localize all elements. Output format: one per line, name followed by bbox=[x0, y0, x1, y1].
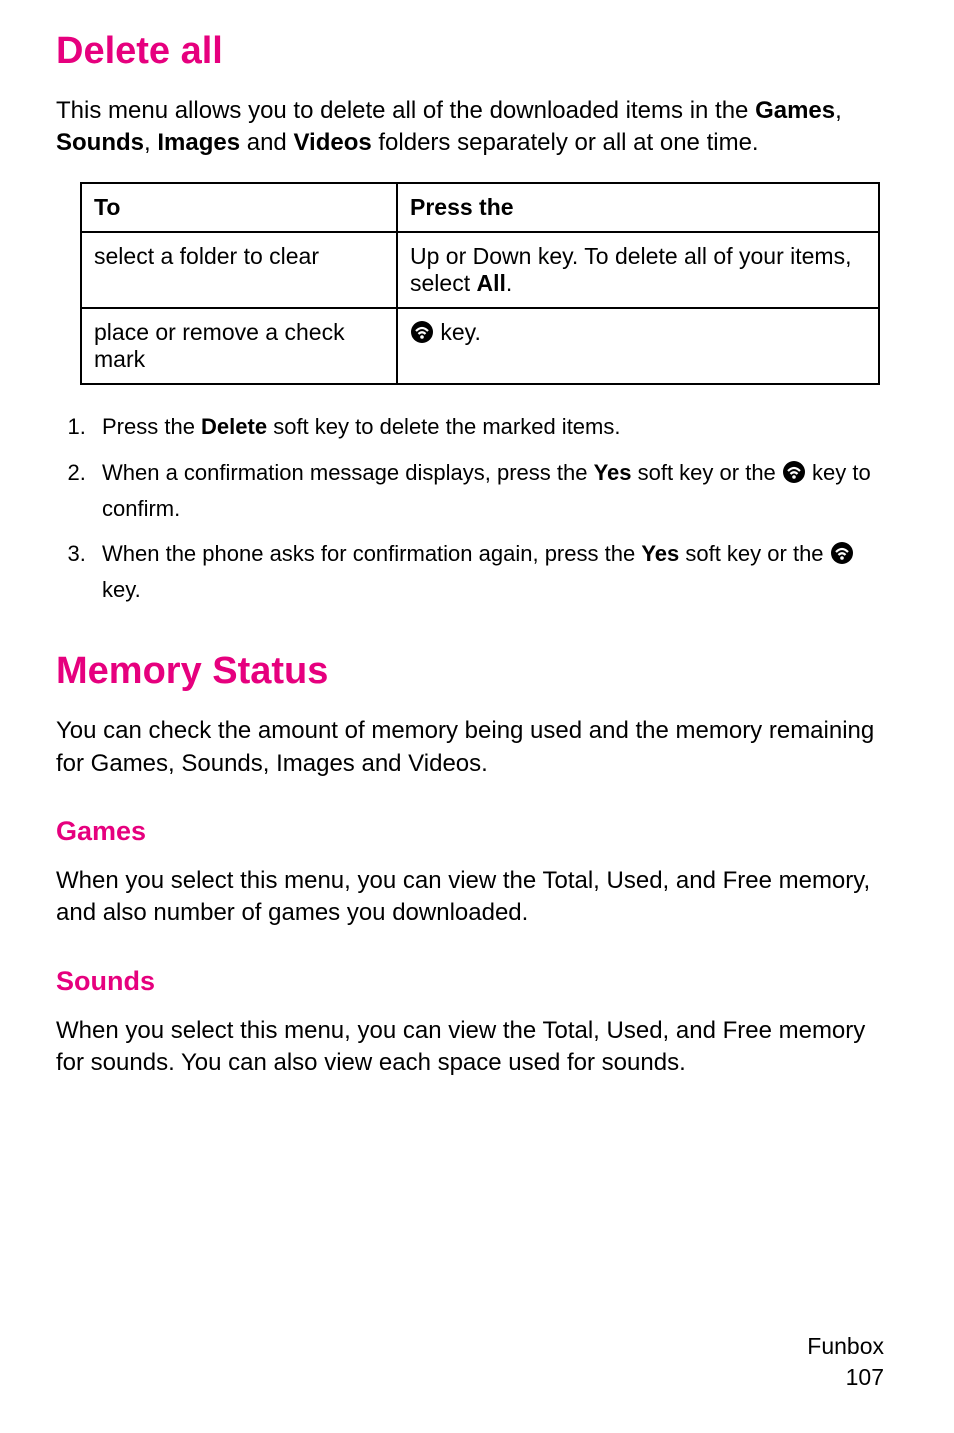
footer-section-name: Funbox bbox=[807, 1331, 884, 1362]
table-row: place or remove a check mark key. bbox=[81, 308, 879, 384]
text: Press the bbox=[102, 414, 201, 439]
text: , bbox=[835, 97, 842, 124]
text: folders separately or all at one time. bbox=[372, 129, 759, 156]
footer-page-number: 107 bbox=[807, 1362, 884, 1393]
memory-status-intro: You can check the amount of memory being… bbox=[56, 715, 898, 780]
heading-games: Games bbox=[56, 816, 898, 847]
text: , bbox=[144, 129, 157, 156]
table-header-to: To bbox=[81, 183, 397, 232]
wireless-icon bbox=[782, 460, 806, 493]
table-row: select a folder to clear Up or Down key.… bbox=[81, 232, 879, 308]
list-item: When the phone asks for confirmation aga… bbox=[92, 538, 898, 606]
text: soft key or the bbox=[679, 541, 829, 566]
text-bold: Images bbox=[157, 129, 240, 156]
table-header-press: Press the bbox=[397, 183, 879, 232]
page-footer: Funbox 107 bbox=[807, 1331, 884, 1393]
table-header-row: To Press the bbox=[81, 183, 879, 232]
text: soft key or the bbox=[632, 460, 782, 485]
heading-sounds: Sounds bbox=[56, 966, 898, 997]
text: This menu allows you to delete all of th… bbox=[56, 97, 755, 124]
table-cell-to: select a folder to clear bbox=[81, 232, 397, 308]
text: key. bbox=[434, 319, 481, 345]
text-bold: Videos bbox=[293, 129, 371, 156]
text-bold: All bbox=[476, 270, 505, 296]
delete-all-intro: This menu allows you to delete all of th… bbox=[56, 95, 898, 160]
text-bold: Delete bbox=[201, 414, 267, 439]
page: Delete all This menu allows you to delet… bbox=[0, 0, 954, 1433]
text: . bbox=[506, 270, 512, 296]
text: When the phone asks for confirmation aga… bbox=[102, 541, 641, 566]
text-bold: Yes bbox=[594, 460, 632, 485]
list-item: Press the Delete soft key to delete the … bbox=[92, 411, 898, 443]
table-cell-to: place or remove a check mark bbox=[81, 308, 397, 384]
table-cell-press: key. bbox=[397, 308, 879, 384]
steps-list: Press the Delete soft key to delete the … bbox=[56, 411, 898, 606]
text-bold: Games bbox=[755, 97, 835, 124]
sounds-body: When you select this menu, you can view … bbox=[56, 1015, 898, 1080]
list-item: When a confirmation message displays, pr… bbox=[92, 457, 898, 525]
wireless-icon bbox=[830, 541, 854, 574]
wireless-icon bbox=[410, 320, 434, 350]
text-bold: Yes bbox=[641, 541, 679, 566]
text: soft key to delete the marked items. bbox=[267, 414, 620, 439]
text: When a confirmation message displays, pr… bbox=[102, 460, 594, 485]
table-cell-press: Up or Down key. To delete all of your it… bbox=[397, 232, 879, 308]
heading-delete-all: Delete all bbox=[56, 30, 898, 73]
games-body: When you select this menu, you can view … bbox=[56, 865, 898, 930]
text-bold: Sounds bbox=[56, 129, 144, 156]
text: key. bbox=[102, 577, 141, 602]
instruction-table: To Press the select a folder to clear Up… bbox=[80, 182, 880, 385]
text: and bbox=[240, 129, 293, 156]
heading-memory-status: Memory Status bbox=[56, 650, 898, 693]
